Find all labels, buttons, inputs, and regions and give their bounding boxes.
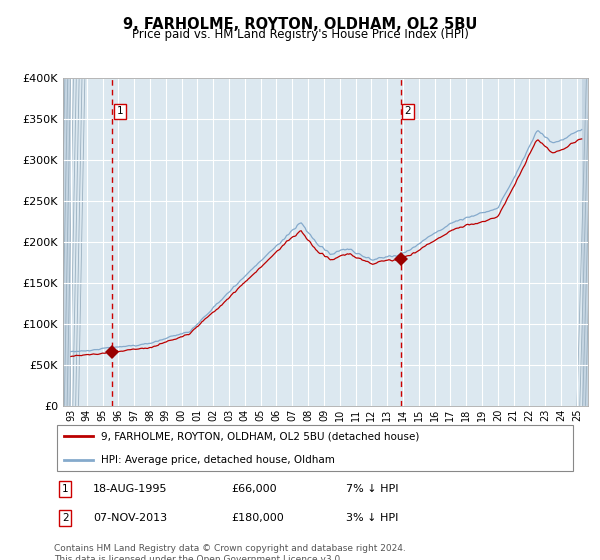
- Text: 07-NOV-2013: 07-NOV-2013: [93, 513, 167, 523]
- Bar: [63, 78, 71, 406]
- Text: Price paid vs. HM Land Registry's House Price Index (HPI): Price paid vs. HM Land Registry's House …: [131, 28, 469, 41]
- Text: £180,000: £180,000: [232, 513, 284, 523]
- Text: 9, FARHOLME, ROYTON, OLDHAM, OL2 5BU: 9, FARHOLME, ROYTON, OLDHAM, OL2 5BU: [123, 17, 477, 32]
- Text: £66,000: £66,000: [232, 484, 277, 494]
- Text: 7% ↓ HPI: 7% ↓ HPI: [346, 484, 399, 494]
- Text: 9, FARHOLME, ROYTON, OLDHAM, OL2 5BU (detached house): 9, FARHOLME, ROYTON, OLDHAM, OL2 5BU (de…: [101, 431, 419, 441]
- Text: 1: 1: [62, 484, 68, 494]
- Bar: [581, 78, 588, 406]
- Text: Contains HM Land Registry data © Crown copyright and database right 2024.
This d: Contains HM Land Registry data © Crown c…: [54, 544, 406, 560]
- FancyBboxPatch shape: [56, 426, 574, 470]
- Text: 2: 2: [404, 106, 411, 116]
- Text: HPI: Average price, detached house, Oldham: HPI: Average price, detached house, Oldh…: [101, 455, 335, 465]
- Text: 3% ↓ HPI: 3% ↓ HPI: [346, 513, 398, 523]
- Text: 18-AUG-1995: 18-AUG-1995: [93, 484, 167, 494]
- Text: 1: 1: [116, 106, 123, 116]
- Text: 2: 2: [62, 513, 68, 523]
